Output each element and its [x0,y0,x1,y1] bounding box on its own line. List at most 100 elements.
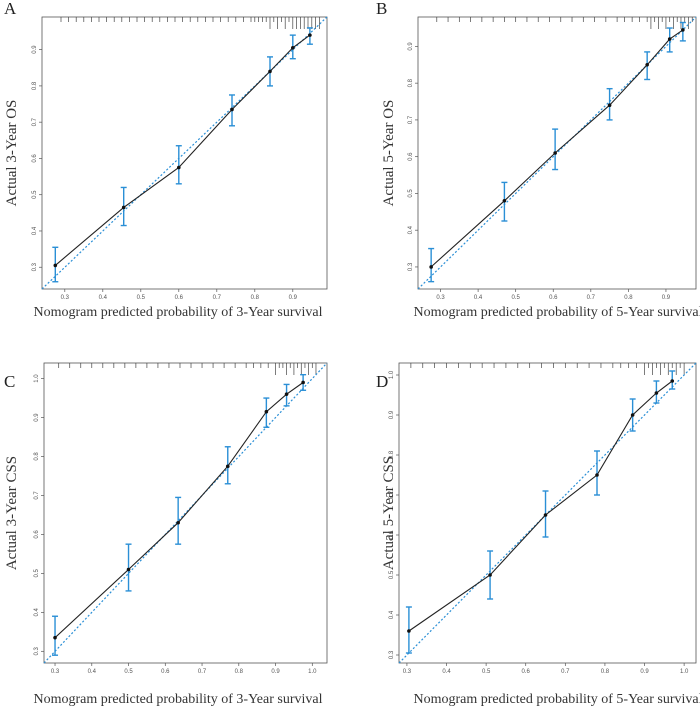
plot-frame [417,16,697,290]
x-tick-label: 0.9 [289,295,298,301]
panel-letter: A [4,0,17,18]
x-tick-label: 0.3 [403,669,412,675]
x-tick-label: 0.5 [512,295,521,301]
data-point [264,409,269,414]
y-tick-label: 0.7 [32,117,38,126]
x-tick-label: 0.8 [251,295,260,301]
x-tick-label: 0.5 [124,669,133,675]
y-axis-label: Actual 3-Year OS [4,100,20,207]
y-tick-label: 1.0 [389,370,395,379]
y-tick-label: 0.7 [389,490,395,499]
data-point [121,205,126,210]
y-tick-label: 0.4 [389,610,395,619]
data-point [595,473,599,477]
panel-d: D 0.3 0.4 0.5 0.6 0.7 0.8 0.9 1.0 0.3 0.4 0.5 0.6 0.7… [376,362,700,707]
panel-b: B 0.3 0.4 0.5 0.6 0.7 0.8 0.9 0.3 0.4 0.5 0.6 0.7 0.8… [376,0,700,320]
data-point [654,391,659,395]
x-tick-label: 0.5 [482,669,491,675]
y-tick-label: 0.7 [34,491,40,500]
y-tick-label: 0.9 [389,410,395,419]
y-tick-label: 0.5 [34,569,40,578]
y-tick-label: 0.6 [389,530,395,539]
x-tick-label: 0.7 [587,295,596,301]
data-point [268,69,272,74]
data-point [53,635,57,640]
x-tick-label: 0.4 [474,295,483,301]
y-tick-label: 0.8 [408,78,414,87]
data-point [53,263,58,268]
x-tick-label: 0.7 [198,669,207,675]
data-point [645,62,649,67]
y-tick-label: 0.4 [32,226,38,235]
panel-letter: C [4,372,15,391]
data-point [502,198,507,203]
data-point [291,46,295,50]
y-tick-label: 0.7 [408,115,414,124]
data-point [543,513,548,517]
data-point [230,107,234,112]
x-tick-label: 0.7 [561,669,570,675]
y-tick-label: 0.6 [32,154,38,163]
data-point [407,629,411,633]
x-tick-label: 0.4 [99,295,108,301]
y-tick-label: 0.3 [32,262,38,271]
data-point [667,37,672,41]
observed-line [54,34,311,266]
data-point [553,151,557,155]
x-tick-label: 0.4 [88,669,97,675]
x-tick-label: 1.0 [680,669,689,675]
panel-c: C 0.3 0.4 0.5 0.6 0.7 0.8 0.9 1.0 0.3 0.4 0.5 0.6 0.7… [4,362,328,707]
y-tick-label: 0.3 [34,646,40,655]
x-tick-label: 1.0 [308,669,317,675]
ideal-line [417,16,697,290]
data-point [301,380,305,385]
y-tick-label: 0.8 [389,450,395,459]
x-axis-label: Nomogram predicted probability of 5-Year… [413,692,700,707]
y-tick-label: 0.3 [408,262,414,271]
x-axis-label: Nomogram predicted probability of 3-Year… [33,692,322,707]
x-tick-label: 0.3 [61,295,70,301]
data-point [607,103,612,108]
x-tick-label: 0.6 [161,669,170,675]
x-tick-label: 0.9 [662,295,671,301]
y-axis-label: Actual 5-Year OS [381,100,397,207]
panel-letter: B [376,0,387,18]
y-tick-label: 0.4 [408,225,414,234]
y-axis-label: Actual 3-Year CSS [4,456,20,570]
y-tick-label: 0.5 [408,189,414,198]
data-point [177,165,181,170]
observed-line [430,29,684,268]
x-tick-label: 0.9 [271,669,280,675]
x-tick-label: 0.9 [640,669,649,675]
y-tick-label: 0.6 [408,152,414,161]
y-tick-label: 0.3 [389,650,395,659]
x-tick-label: 0.6 [175,295,184,301]
x-tick-label: 0.7 [213,295,222,301]
data-point [670,379,675,383]
x-tick-label: 0.8 [601,669,610,675]
y-tick-label: 0.4 [34,608,40,617]
ideal-line [43,362,328,664]
y-tick-label: 1.0 [34,374,40,383]
y-tick-label: 0.9 [34,413,40,422]
y-tick-label: 0.5 [32,190,38,199]
x-tick-label: 0.8 [235,669,244,675]
plot-frame [41,16,328,290]
data-point [176,520,180,525]
data-point [630,413,635,417]
y-tick-label: 0.8 [32,81,38,90]
x-tick-label: 0.4 [442,669,451,675]
ideal-line [41,16,328,290]
plot-frame [43,362,328,664]
x-tick-label: 0.3 [51,669,60,675]
y-tick-label: 0.9 [408,42,414,51]
y-tick-label: 0.8 [34,452,40,461]
y-axis-label: Actual 5-Year CSS [381,456,397,570]
x-tick-label: 0.3 [436,295,445,301]
x-axis-label: Nomogram predicted probability of 5-Year… [413,305,700,320]
x-tick-label: 0.6 [522,669,531,675]
data-point [284,392,289,396]
data-point [308,33,312,37]
data-point [126,567,131,572]
y-tick-label: 0.5 [389,570,395,579]
